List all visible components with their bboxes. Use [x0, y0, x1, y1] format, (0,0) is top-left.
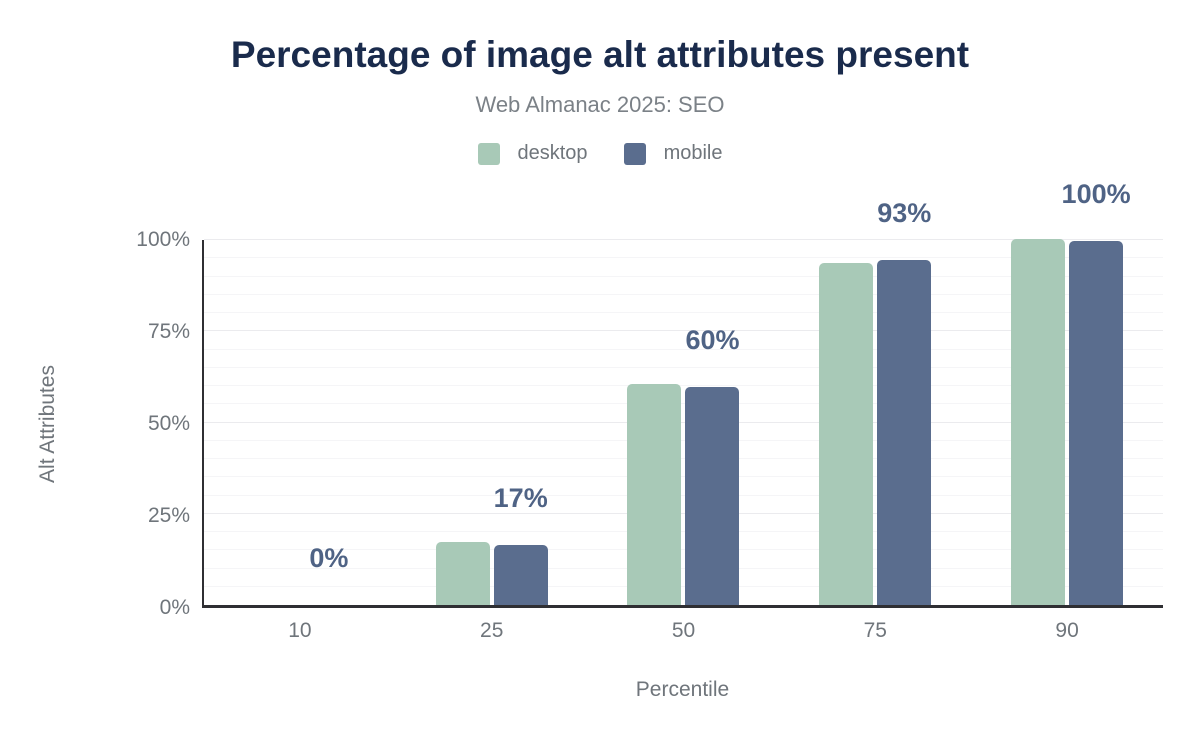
gridline-35: [204, 476, 1163, 478]
x-tick-90: 90: [1055, 619, 1079, 642]
data-label-p25: 17%: [493, 483, 548, 514]
gridline-60: [204, 385, 1163, 386]
gridline-40: [204, 458, 1163, 459]
y-axis-tick-labels: 0% 25% 50% 75% 100%: [0, 228, 190, 619]
bar-mobile-p50: [685, 386, 740, 605]
bar-group-p75: 93% 75: [779, 200, 971, 642]
x-axis-title: Percentile: [635, 678, 730, 701]
gridline-70: [204, 348, 1163, 350]
x-tick-50: 50: [671, 619, 696, 642]
gridline-100: [204, 239, 1163, 240]
gridline-5: [204, 585, 1163, 587]
x-tick-25: 25: [480, 619, 504, 642]
bar-desktop-p50: [627, 384, 682, 605]
gridline-10: [204, 567, 1163, 569]
bar-pair-p50: [627, 384, 740, 605]
legend-swatch-mobile: [623, 142, 646, 165]
gridline-85: [204, 293, 1163, 295]
y-tick-100%: 100%: [136, 228, 190, 251]
gridline-55: [204, 403, 1163, 405]
gridline-65: [204, 366, 1163, 368]
chart-subtitle: Web Almanac 2025: SEO: [475, 92, 725, 117]
bar-mobile-p90: [1069, 240, 1124, 605]
bar-group-p50: 60% 50: [588, 240, 780, 642]
gridline-15: [204, 549, 1163, 551]
bar-desktop-p90: [1011, 238, 1066, 605]
gridline-80: [204, 312, 1163, 313]
gridline-45: [204, 439, 1163, 441]
plot-area: 0% 10 17% 25 60% 50 93% 75 100% 90: [202, 180, 1163, 643]
legend-item-desktop: desktop: [477, 142, 588, 165]
gridline-25: [204, 512, 1163, 514]
bar-group-p10: 0% 10: [204, 240, 396, 643]
gridline-50: [204, 421, 1163, 423]
legend-swatch-desktop: [477, 142, 500, 165]
x-tick-10: 10: [288, 619, 312, 642]
bar-pair-p75: [819, 260, 932, 605]
data-label-p10: 0%: [309, 543, 349, 573]
gridline-20: [204, 531, 1163, 532]
data-label-p50: 60%: [685, 324, 740, 355]
data-label-p75: 93%: [877, 198, 932, 229]
bar-pair-p90: [1011, 238, 1124, 605]
legend-label-desktop: desktop: [517, 142, 588, 164]
legend-item-mobile: mobile: [623, 142, 723, 165]
gridline-95: [204, 257, 1163, 259]
bar-pair-p25: [435, 542, 548, 605]
bar-desktop-p25: [435, 542, 490, 605]
legend-label-mobile: mobile: [663, 142, 723, 164]
bar-desktop-p75: [819, 262, 874, 605]
legend: desktop mobile: [0, 142, 1200, 165]
chart-title: Percentage of image alt attributes prese…: [230, 34, 970, 75]
data-label-p90: 100%: [1061, 178, 1131, 209]
bar-mobile-p75: [877, 260, 932, 605]
y-tick-0%: 0%: [159, 596, 190, 619]
x-tick-75: 75: [863, 619, 887, 642]
y-tick-50%: 50%: [147, 412, 190, 435]
bar-group-p90: 100% 90: [971, 180, 1163, 642]
y-tick-75%: 75%: [147, 320, 190, 343]
y-tick-25%: 25%: [147, 504, 190, 527]
gridline-90: [204, 275, 1163, 277]
gridline-75: [204, 330, 1163, 332]
bar-mobile-p25: [493, 545, 548, 605]
gridline-30: [204, 494, 1163, 496]
bar-group-p25: 17% 25: [396, 240, 588, 642]
